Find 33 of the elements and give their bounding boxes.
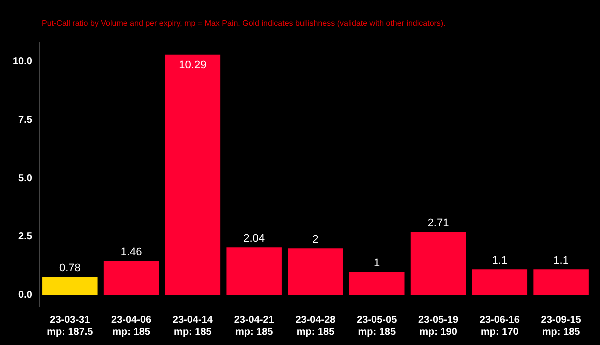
bar	[226, 248, 282, 296]
data-label: 2	[312, 234, 319, 246]
x-tick-label: 23-05-05 mp: 185	[357, 314, 398, 338]
x-tick-label: 23-04-28 mp: 185	[296, 314, 336, 338]
chart-subtitle: Put-Call ratio by Volume and per expiry, mp = Max Pain. Gold indicates bullishness (validate with other indicators).	[42, 19, 446, 28]
data-label: 1	[374, 257, 380, 270]
data-label: 1.1	[492, 255, 508, 268]
bar	[104, 261, 160, 296]
bar	[534, 270, 589, 296]
bar	[288, 248, 344, 296]
x-tick-label: 23-04-21 mp: 185	[234, 314, 275, 338]
data-label: 1.1	[554, 255, 569, 268]
data-label: 1.46	[120, 246, 142, 259]
bar	[472, 270, 528, 296]
data-label: 2.04	[244, 233, 266, 246]
data-label: 10.29	[179, 59, 207, 72]
x-tick-label: 23-05-19 mp: 190	[418, 314, 459, 338]
y-tick-label: 2.5	[18, 232, 33, 243]
bar	[165, 54, 221, 296]
y-tick-label: 5.0	[18, 173, 33, 184]
bar	[350, 272, 405, 296]
y-tick-label: 0.0	[18, 290, 33, 302]
bar	[410, 232, 466, 296]
x-tick-label: 23-09-15 mp: 185	[541, 314, 582, 338]
x-tick-label: 23-03-31 mp: 187.5	[47, 314, 94, 338]
y-tick-label: 7.5	[18, 114, 33, 126]
x-tick-label: 23-04-14 mp: 185	[172, 314, 214, 338]
x-tick-label: 23-06-16 mp: 170	[480, 314, 520, 338]
x-tick-label: 23-04-06 mp: 185	[112, 314, 152, 338]
data-label: 2.71	[428, 218, 450, 230]
data-label: 0.78	[59, 262, 81, 275]
bar	[42, 277, 98, 296]
y-tick-label: 10.0	[12, 56, 33, 68]
